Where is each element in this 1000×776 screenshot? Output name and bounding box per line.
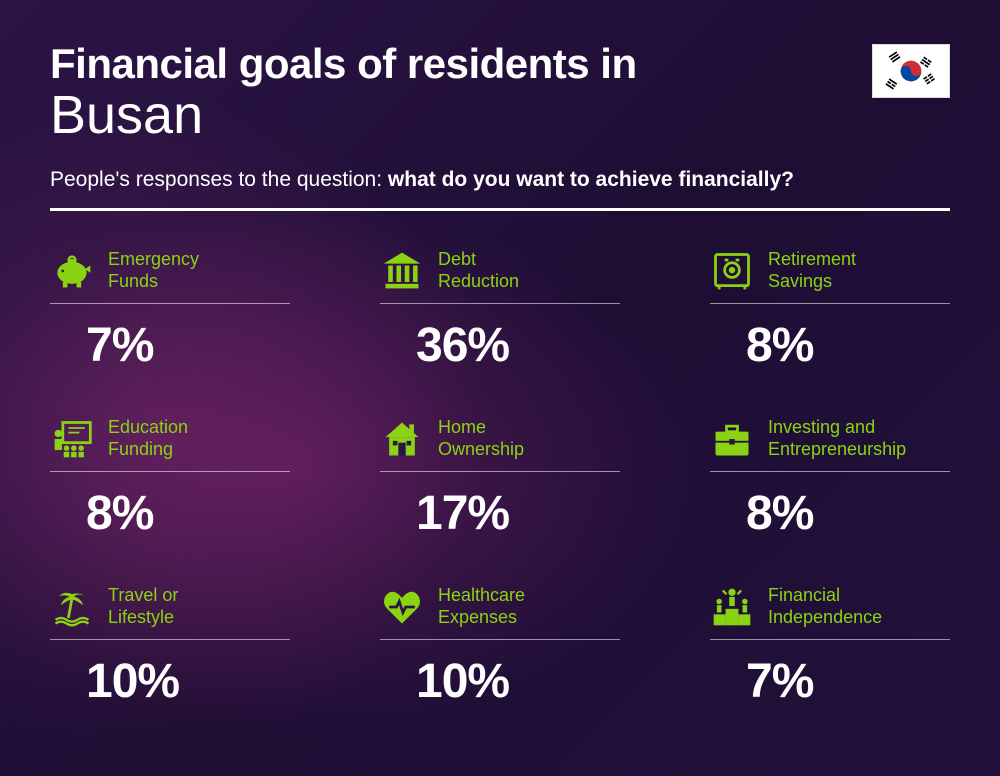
item-top: Retirement Savings [710,249,950,293]
item-value: 7% [746,654,950,709]
briefcase-icon [710,417,754,461]
piggy-bank-icon [50,249,94,293]
subtitle: People's responses to the question: what… [50,168,950,192]
safe-icon [710,249,754,293]
item-debt-reduction: Debt Reduction 36% [380,249,620,373]
item-divider [380,639,620,640]
item-top: Home Ownership [380,417,620,461]
item-label: Education Funding [108,417,188,460]
item-divider [50,471,290,472]
item-top: Investing and Entrepreneurship [710,417,950,461]
item-emergency-funds: Emergency Funds 7% [50,249,290,373]
item-home-ownership: Home Ownership 17% [380,417,620,541]
item-investing: Investing and Entrepreneurship 8% [710,417,950,541]
item-divider [380,471,620,472]
item-retirement-savings: Retirement Savings 8% [710,249,950,373]
item-divider [710,303,950,304]
item-value: 17% [416,486,620,541]
item-travel-lifestyle: Travel or Lifestyle 10% [50,585,290,709]
item-value: 10% [416,654,620,709]
item-divider [710,639,950,640]
item-value: 8% [86,486,290,541]
item-divider [710,471,950,472]
item-divider [50,303,290,304]
subtitle-question: what do you want to achieve financially? [388,168,794,191]
flag-south-korea [872,44,950,98]
item-top: Travel or Lifestyle [50,585,290,629]
header-divider [50,208,950,211]
house-icon [380,417,424,461]
item-label: Financial Independence [768,585,882,628]
item-education-funding: Education Funding 8% [50,417,290,541]
title-city: Busan [50,84,950,146]
item-value: 8% [746,486,950,541]
title-line1: Financial goals of residents in [50,40,950,88]
bank-icon [380,249,424,293]
item-label: Investing and Entrepreneurship [768,417,906,460]
items-grid: Emergency Funds 7% Debt Reduction 36% Re… [50,249,950,709]
education-icon [50,417,94,461]
item-healthcare: Healthcare Expenses 10% [380,585,620,709]
item-value: 10% [86,654,290,709]
item-top: Education Funding [50,417,290,461]
item-label: Home Ownership [438,417,524,460]
subtitle-prefix: People's responses to the question: [50,168,388,191]
header: Financial goals of residents in Busan Pe… [50,40,950,211]
palm-icon [50,585,94,629]
item-value: 36% [416,318,620,373]
item-label: Healthcare Expenses [438,585,525,628]
item-divider [380,303,620,304]
item-top: Financial Independence [710,585,950,629]
item-label: Retirement Savings [768,249,856,292]
item-top: Emergency Funds [50,249,290,293]
item-label: Debt Reduction [438,249,519,292]
item-top: Healthcare Expenses [380,585,620,629]
podium-icon [710,585,754,629]
item-value: 7% [86,318,290,373]
heart-icon [380,585,424,629]
item-value: 8% [746,318,950,373]
item-divider [50,639,290,640]
item-label: Emergency Funds [108,249,199,292]
item-label: Travel or Lifestyle [108,585,178,628]
item-top: Debt Reduction [380,249,620,293]
item-financial-independence: Financial Independence 7% [710,585,950,709]
